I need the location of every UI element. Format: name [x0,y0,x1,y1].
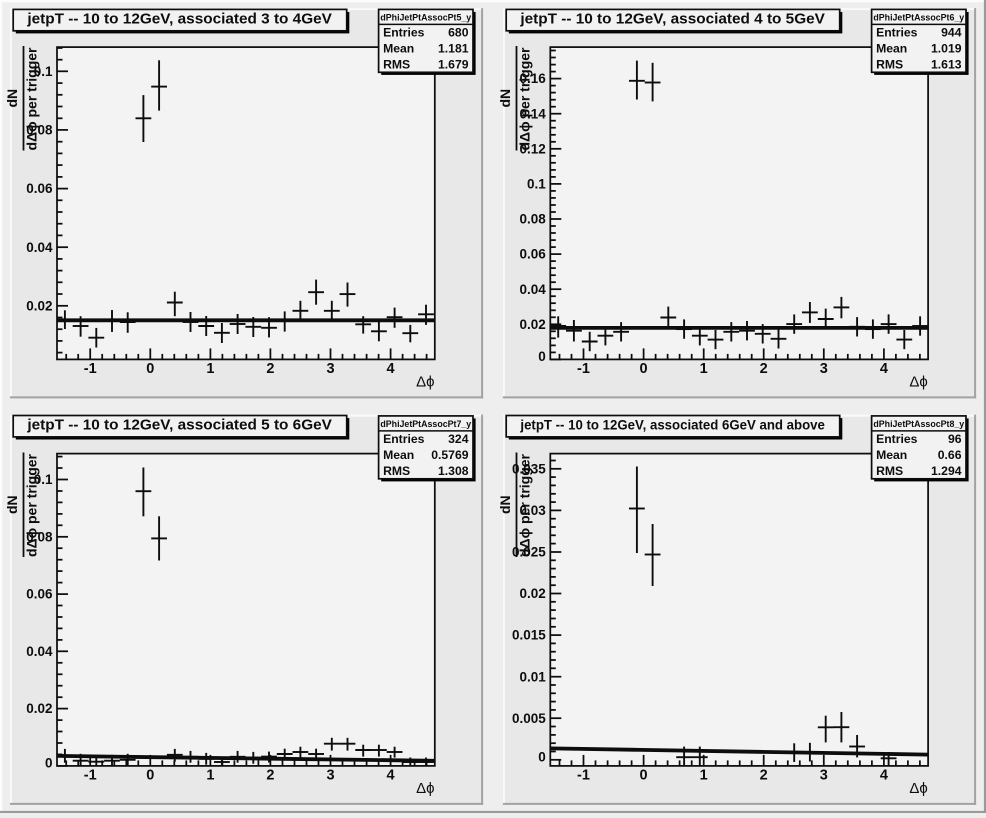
svg-text:324: 324 [448,432,469,446]
svg-text:0.02: 0.02 [26,298,52,313]
svg-text:3: 3 [820,768,828,784]
svg-text:1.181: 1.181 [438,42,469,56]
svg-text:RMS: RMS [383,58,410,72]
svg-text:680: 680 [448,26,469,40]
svg-text:1.613: 1.613 [931,58,962,72]
svg-text:1: 1 [206,768,214,784]
svg-text:Δϕ: Δϕ [416,373,434,390]
svg-text:RMS: RMS [876,58,903,72]
svg-text:2: 2 [760,768,768,784]
svg-text:0.66: 0.66 [938,448,962,462]
svg-text:0.1: 0.1 [527,177,546,192]
svg-text:1.294: 1.294 [931,464,962,478]
svg-text:1: 1 [700,768,708,784]
svg-text:96: 96 [948,432,962,446]
svg-text:dΔϕ per trigger: dΔϕ per trigger [24,47,40,151]
svg-text:0.02: 0.02 [26,701,52,716]
svg-text:3: 3 [326,768,334,784]
svg-text:Mean: Mean [876,448,907,462]
svg-text:0.04: 0.04 [26,644,53,659]
svg-text:0.1: 0.1 [34,64,53,79]
svg-text:0: 0 [538,349,546,364]
svg-text:4: 4 [880,768,888,784]
svg-text:Δϕ: Δϕ [909,780,927,797]
svg-text:dN: dN [497,89,513,108]
svg-text:1: 1 [206,361,214,377]
svg-text:0.08: 0.08 [26,529,53,544]
svg-text:0.5769: 0.5769 [431,448,468,462]
svg-text:0.035: 0.035 [512,461,546,476]
svg-text:0.04: 0.04 [520,282,547,297]
svg-text:Entries: Entries [876,26,918,40]
svg-text:dPhiJetPtAssocPt8_y: dPhiJetPtAssocPt8_y [873,419,964,430]
svg-text:0: 0 [538,749,546,764]
svg-text:4: 4 [880,361,888,377]
svg-text:2: 2 [266,768,274,784]
svg-text:-1: -1 [577,361,590,377]
svg-text:RMS: RMS [383,464,410,478]
svg-text:Entries: Entries [383,26,425,40]
svg-text:0.16: 0.16 [520,71,547,86]
svg-text:Entries: Entries [876,432,918,446]
svg-text:0.03: 0.03 [520,503,547,518]
svg-text:-1: -1 [84,361,97,377]
svg-text:Mean: Mean [876,42,907,56]
svg-text:0.015: 0.015 [512,628,546,643]
svg-text:0.02: 0.02 [520,586,546,601]
svg-text:0.025: 0.025 [512,545,546,560]
svg-text:0.06: 0.06 [520,247,547,262]
svg-text:dN: dN [497,495,513,514]
svg-text:4: 4 [387,361,395,377]
svg-text:0: 0 [146,768,154,784]
svg-text:3: 3 [820,361,828,377]
svg-text:jetpT -- 10 to 12GeV, associat: jetpT -- 10 to 12GeV, associated 5 to 6G… [26,417,332,434]
svg-text:0: 0 [45,756,53,771]
svg-text:Mean: Mean [383,42,414,56]
svg-text:Entries: Entries [383,432,425,446]
svg-text:0.1: 0.1 [34,472,53,487]
svg-text:dN: dN [4,495,20,514]
svg-text:RMS: RMS [876,464,903,478]
svg-text:1.679: 1.679 [438,58,469,72]
svg-text:0.01: 0.01 [520,669,547,684]
svg-text:-1: -1 [577,768,590,784]
svg-text:2: 2 [760,361,768,377]
svg-text:0.06: 0.06 [26,181,53,196]
svg-text:1.019: 1.019 [931,42,962,56]
svg-text:dΔϕ per trigger: dΔϕ per trigger [24,453,40,557]
svg-text:0.14: 0.14 [520,106,547,121]
svg-text:dΔϕ per trigger: dΔϕ per trigger [517,47,533,151]
svg-text:dΔϕ per trigger: dΔϕ per trigger [517,453,533,557]
svg-text:944: 944 [941,26,962,40]
svg-text:0.06: 0.06 [26,587,53,602]
svg-text:0.12: 0.12 [520,141,546,156]
svg-text:0.04: 0.04 [26,240,53,255]
svg-text:2: 2 [266,361,274,377]
svg-text:0.02: 0.02 [520,317,546,332]
svg-text:0: 0 [640,361,648,377]
svg-text:0.005: 0.005 [512,711,546,726]
svg-text:4: 4 [387,768,395,784]
svg-text:jetpT -- 10 to 12GeV, associat: jetpT -- 10 to 12GeV, associated 6GeV an… [519,417,825,433]
svg-text:dPhiJetPtAssocPt5_y: dPhiJetPtAssocPt5_y [380,13,471,24]
svg-text:0.08: 0.08 [26,123,53,138]
svg-text:1.308: 1.308 [438,464,469,478]
svg-text:dPhiJetPtAssocPt7_y: dPhiJetPtAssocPt7_y [380,419,471,430]
svg-text:jetpT -- 10 to 12GeV, associat: jetpT -- 10 to 12GeV, associated 3 to 4G… [26,10,332,27]
svg-text:3: 3 [326,361,334,377]
svg-text:-1: -1 [84,768,97,784]
svg-text:jetpT -- 10 to 12GeV, associat: jetpT -- 10 to 12GeV, associated 4 to 5G… [519,10,825,27]
svg-text:dN: dN [4,89,20,108]
svg-text:Mean: Mean [383,448,414,462]
svg-text:dPhiJetPtAssocPt6_y: dPhiJetPtAssocPt6_y [873,13,964,24]
svg-text:Δϕ: Δϕ [909,373,927,390]
svg-text:0: 0 [146,361,154,377]
svg-text:Δϕ: Δϕ [416,780,434,797]
svg-text:0: 0 [640,768,648,784]
svg-text:1: 1 [700,361,708,377]
svg-text:0.08: 0.08 [520,212,547,227]
